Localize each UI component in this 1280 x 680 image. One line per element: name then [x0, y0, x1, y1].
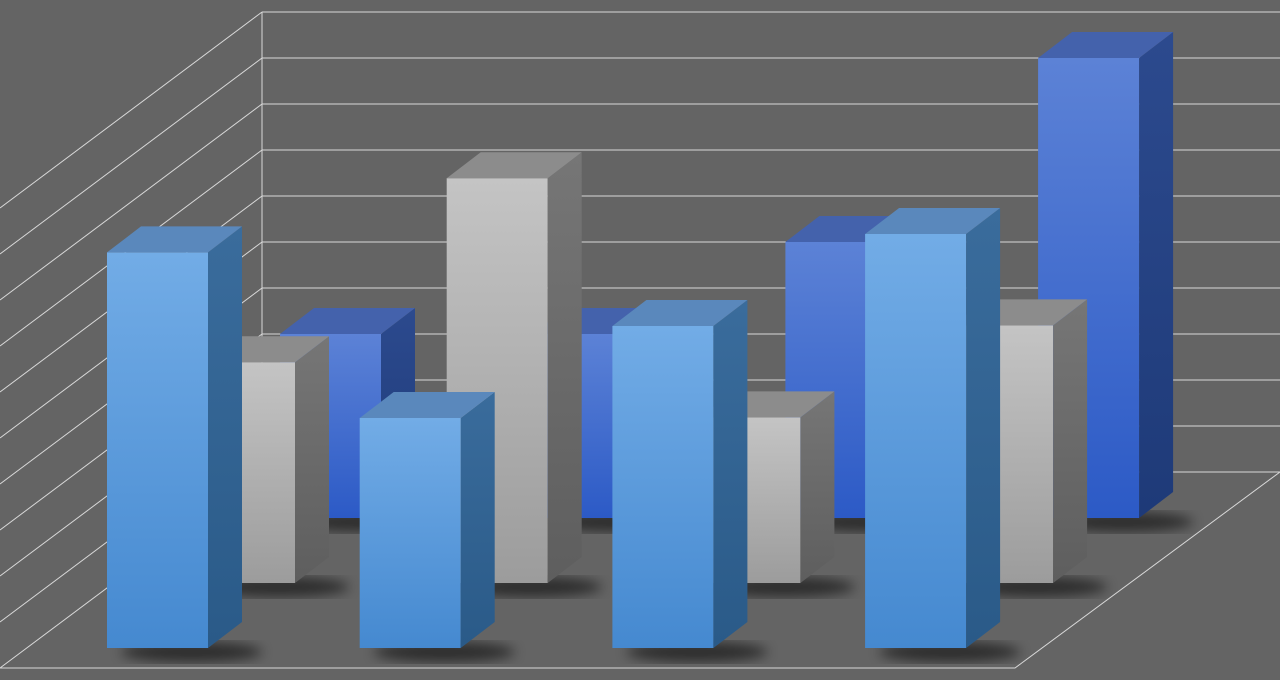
bar-front-face	[865, 234, 967, 648]
gridline-diagonal	[0, 103, 263, 301]
bar-top-face	[1038, 32, 1174, 58]
bar-front-2	[359, 392, 515, 662]
bar-front-face	[612, 326, 714, 648]
bar-side-face	[460, 392, 495, 648]
bar-front-1	[107, 226, 263, 662]
bar-side-face	[800, 391, 835, 583]
bar-top-face	[280, 308, 415, 334]
bar-side-face	[547, 152, 582, 583]
bar-top-face	[865, 208, 1001, 234]
bars	[107, 32, 1194, 662]
bar-front-face	[359, 418, 461, 648]
bar-side-face	[1053, 299, 1088, 583]
bar-front-4	[865, 208, 1021, 662]
bar-front-face	[107, 252, 208, 648]
bar-top-face	[612, 300, 748, 326]
gridline-diagonal	[0, 57, 263, 255]
bar-side-face	[208, 226, 242, 648]
bar-front-3	[612, 300, 768, 662]
bar-top-face	[107, 226, 242, 253]
bar-side-face	[1139, 32, 1174, 518]
gridline-diagonal	[0, 11, 263, 209]
bar-side-face	[713, 300, 748, 648]
bar-side-face	[966, 208, 1001, 648]
bar-side-face	[295, 336, 329, 583]
bar-top-face	[359, 392, 495, 418]
floor-edge	[0, 471, 1280, 669]
bar-top-face	[446, 152, 582, 179]
